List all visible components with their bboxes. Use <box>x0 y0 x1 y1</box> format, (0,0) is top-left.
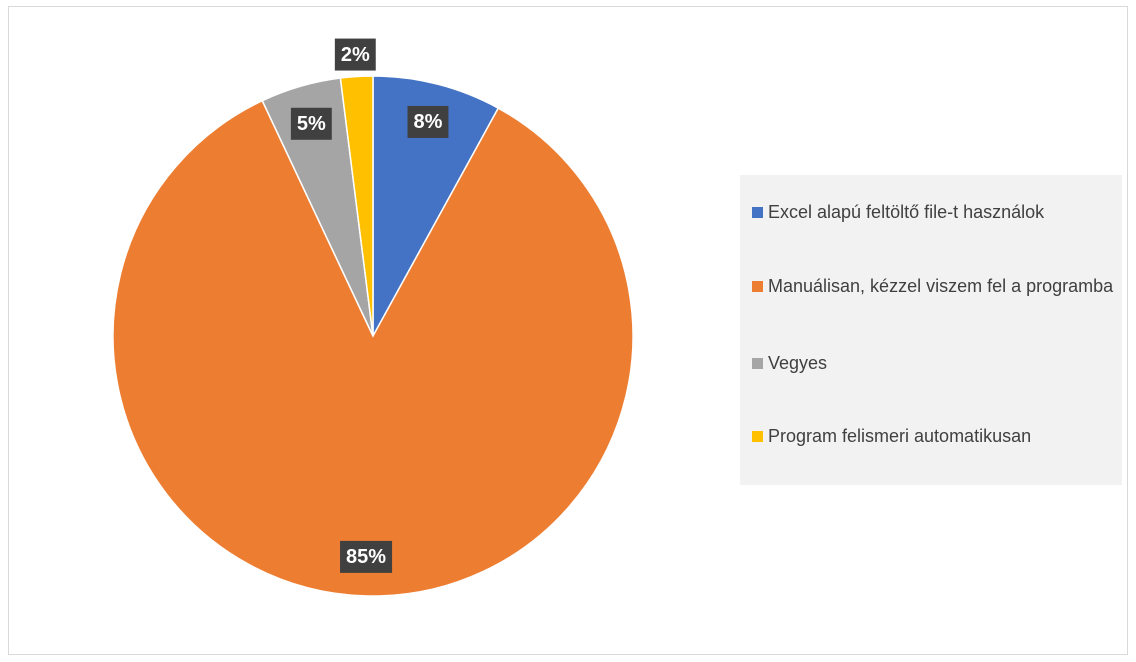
pie-slice <box>339 75 374 337</box>
pie-slice <box>112 99 634 597</box>
legend-item: Excel alapú feltöltő file-t használok <box>752 199 1128 226</box>
legend-item: Manuálisan, kézzel viszem fel a programb… <box>752 273 1128 300</box>
data-label-box <box>407 105 449 138</box>
legend-label: Vegyes <box>768 353 828 373</box>
legend-swatch <box>752 431 763 442</box>
legend-item: Program felismeri automatikusan <box>752 423 1128 450</box>
data-label-box <box>340 540 393 573</box>
data-label-text: 85% <box>346 546 386 568</box>
data-label-text: 8% <box>414 111 443 133</box>
legend-label: Excel alapú feltöltő file-t használok <box>768 202 1045 222</box>
data-label: 5% <box>290 107 332 140</box>
data-label-text: 5% <box>297 113 326 135</box>
data-label: 2% <box>334 38 376 71</box>
data-label-box <box>334 38 376 71</box>
legend: Excel alapú feltöltő file-t használok Man… <box>740 175 1122 485</box>
legend-label: Manuálisan, kézzel viszem fel a programb… <box>768 276 1114 296</box>
legend-swatch <box>752 281 763 292</box>
legend-label: Program felismeri automatikusan <box>768 426 1032 446</box>
legend-swatch <box>752 358 763 369</box>
legend-swatch <box>752 207 763 218</box>
data-label-text: 2% <box>341 44 370 66</box>
pie-slice <box>372 75 500 337</box>
legend-item: Vegyes <box>752 350 1128 377</box>
data-label-box <box>290 107 332 140</box>
data-label: 8% <box>407 105 449 138</box>
data-label: 85% <box>340 540 393 573</box>
